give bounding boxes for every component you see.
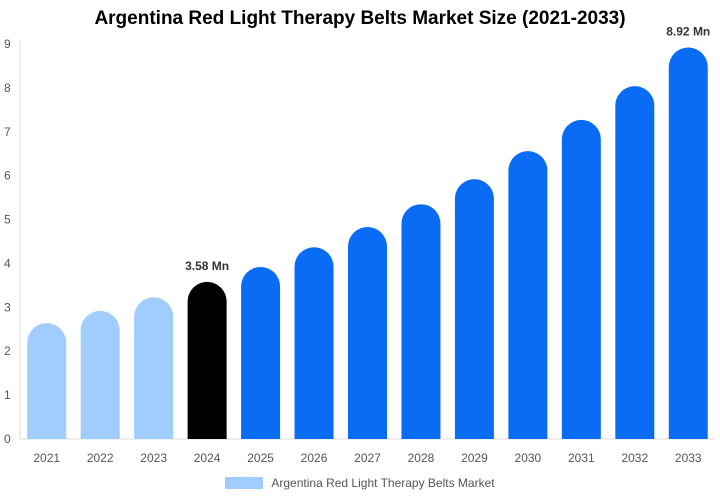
y-tick-label: 4 [4, 256, 11, 270]
y-tick-label: 7 [4, 125, 11, 139]
bar-2030 [508, 151, 548, 439]
y-tick-label: 9 [4, 37, 11, 51]
x-tick-label: 2031 [568, 451, 595, 465]
bar-2033 [668, 47, 708, 439]
y-tick-label: 2 [4, 344, 11, 358]
y-tick-label: 0 [4, 432, 11, 446]
x-tick-label: 2026 [301, 451, 328, 465]
bar-2027 [348, 227, 387, 439]
bar-2029 [454, 179, 494, 439]
data-label: 3.58 Mn [185, 259, 229, 273]
bar-2021 [27, 323, 67, 439]
x-tick-label: 2033 [675, 451, 702, 465]
x-tick-label: 2021 [33, 451, 60, 465]
bar-2024 [187, 281, 227, 439]
x-tick-label: 2025 [247, 451, 274, 465]
y-tick-label: 1 [4, 388, 11, 402]
bar-2028 [401, 204, 441, 439]
bar-2026 [294, 247, 334, 439]
legend-swatch [225, 477, 264, 489]
x-tick-label: 2028 [408, 451, 435, 465]
y-tick-label: 3 [4, 300, 11, 314]
bar-2023 [134, 297, 174, 439]
chart-title: Argentina Red Light Therapy Belts Market… [94, 8, 626, 29]
x-tick-label: 2023 [140, 451, 167, 465]
x-tick-label: 2022 [87, 451, 114, 465]
legend-label: Argentina Red Light Therapy Belts Market [271, 476, 495, 490]
x-tick-label: 2029 [461, 451, 488, 465]
data-label: 8.92 Mn [666, 25, 710, 39]
legend[interactable]: Argentina Red Light Therapy Belts Market [0, 476, 720, 490]
x-tick-label: 2027 [354, 451, 381, 465]
y-tick-label: 8 [4, 81, 11, 95]
bar-2032 [615, 86, 655, 439]
x-tick-label: 2024 [194, 451, 221, 465]
x-tick-label: 2030 [515, 451, 542, 465]
x-tick-label: 2032 [621, 451, 648, 465]
y-tick-label: 5 [4, 213, 11, 227]
bar-2031 [561, 119, 601, 439]
y-tick-label: 6 [4, 169, 11, 183]
bar-2022 [80, 310, 120, 439]
bar-2025 [241, 266, 281, 439]
